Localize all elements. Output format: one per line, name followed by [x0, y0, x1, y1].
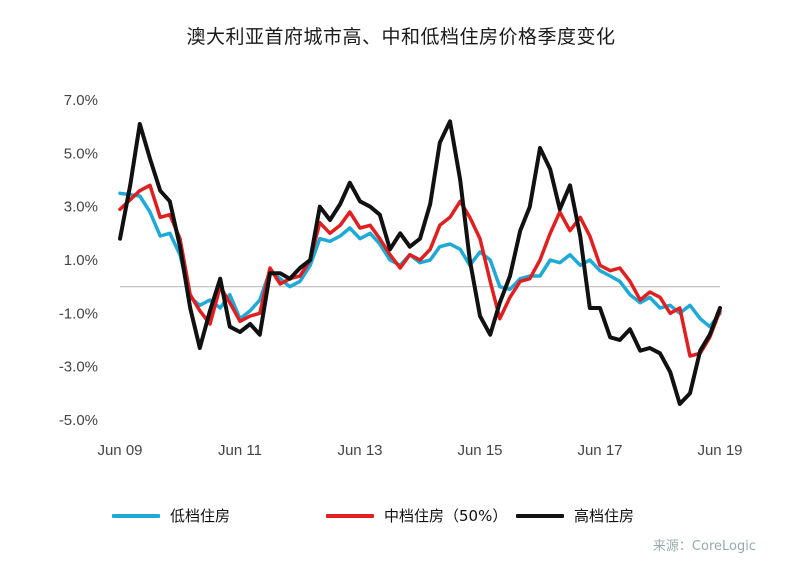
y-tick-label: -5.0% [59, 412, 98, 429]
source-note: 来源：CoreLogic [652, 539, 756, 554]
series-layer [118, 119, 722, 406]
legend-label-mid: 中档住房（50%） [384, 507, 508, 525]
y-tick-label: 3.0% [64, 199, 98, 216]
legend-item-low: 低档住房 [112, 505, 230, 526]
x-tick-label: Jun 15 [457, 442, 502, 459]
y-tick-label: 1.0% [64, 252, 98, 269]
legend-item-high: 高档住房 [516, 505, 634, 526]
y-axis-ticks: 7.0% 5.0% 3.0% 1.0% -1.0% -3.0% -5.0% [59, 92, 98, 429]
legend-swatch-mid [326, 513, 374, 518]
x-tick-label: Jun 11 [218, 442, 262, 459]
y-tick-label: 7.0% [64, 92, 98, 109]
legend-item-mid: 中档住房（50%） [326, 505, 507, 526]
x-tick-label: Jun 13 [337, 442, 382, 459]
y-tick-label: -3.0% [59, 359, 98, 376]
x-tick-label: Jun 09 [97, 442, 142, 459]
legend-label-high: 高档住房 [574, 507, 635, 525]
chart-title: 澳大利亚首府城市高、中和低档住房价格季度变化 [186, 26, 616, 48]
series-line-high [118, 119, 722, 406]
legend-swatch-high [516, 513, 564, 518]
legend-swatch-low [112, 513, 160, 518]
x-tick-label: Jun 17 [577, 442, 622, 459]
series-line-mid [118, 183, 722, 358]
legend-label-low: 低档住房 [170, 507, 231, 525]
y-tick-label: -1.0% [59, 305, 98, 322]
x-axis-ticks: Jun 09 Jun 11 Jun 13 Jun 15 Jun 17 Jun 19 [97, 442, 742, 459]
x-tick-label: Jun 19 [697, 442, 742, 459]
y-tick-label: 5.0% [64, 145, 98, 162]
